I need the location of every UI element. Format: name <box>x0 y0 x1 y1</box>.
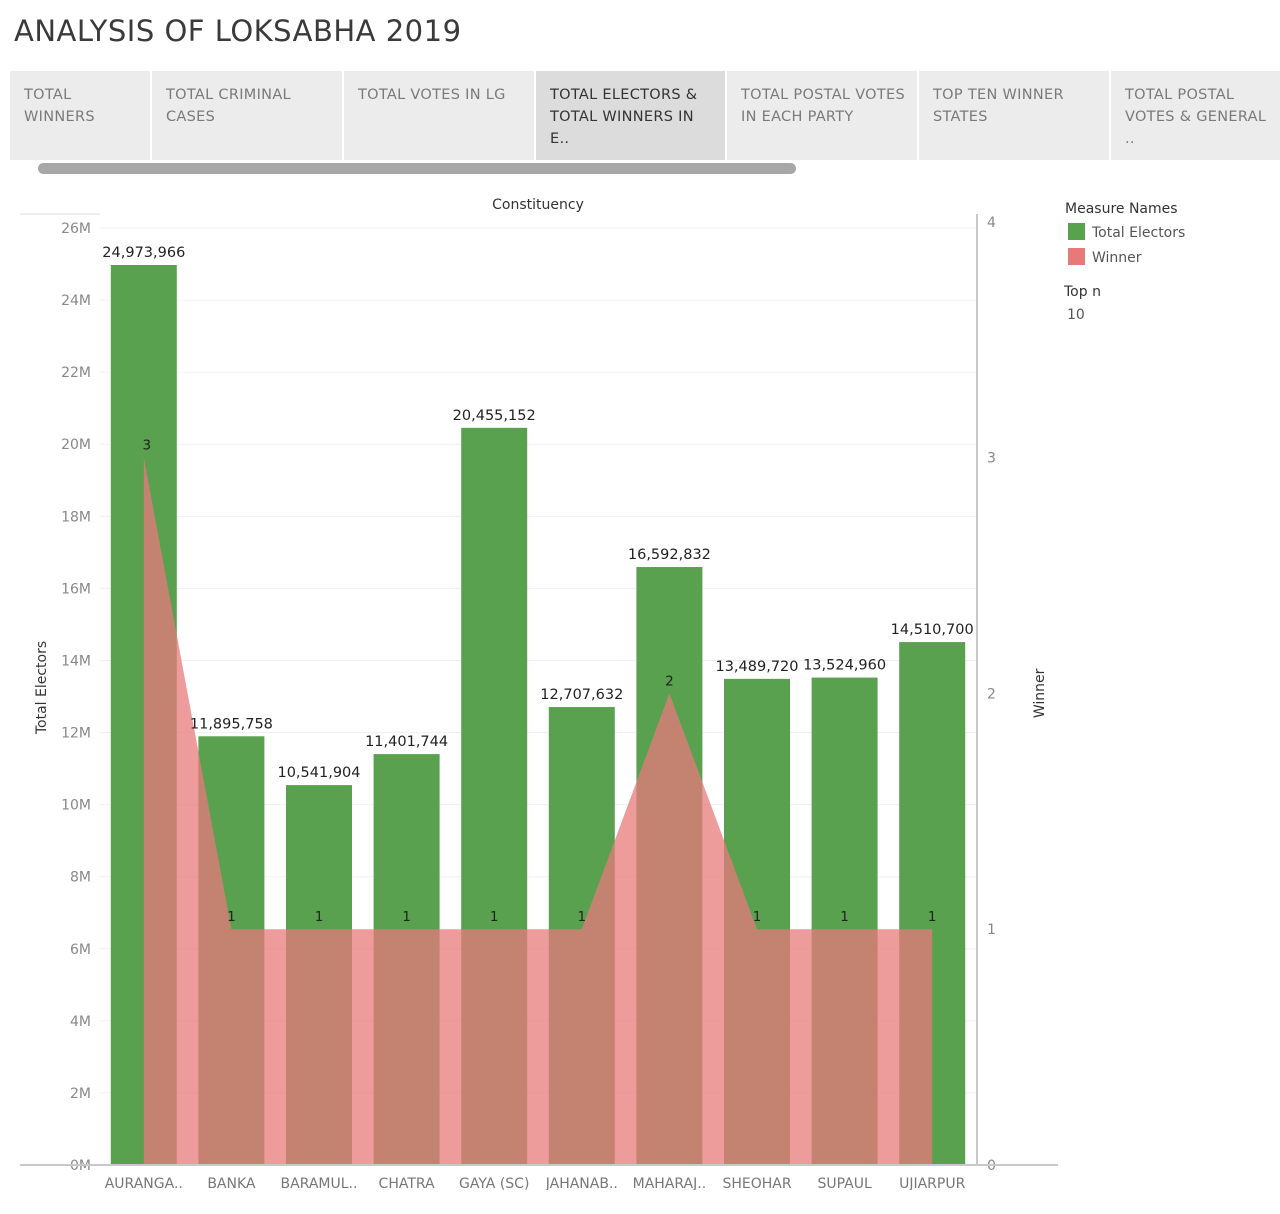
y-tick-label: 8M <box>70 870 91 886</box>
winner-value-label: 2 <box>665 673 674 689</box>
y-tick-label: 24M <box>61 293 91 309</box>
winner-value-label: 1 <box>402 909 411 925</box>
dashboard-tab-bar: TOTAL WINNERS TOTAL CRIMINAL CASES TOTAL… <box>10 71 1280 160</box>
bar-value-label: 12,707,632 <box>540 687 623 703</box>
winner-value-label: 1 <box>578 909 587 925</box>
winner-value-label: 1 <box>753 909 762 925</box>
winner-area <box>143 457 933 1165</box>
y2-tick-label: 4 <box>987 215 996 231</box>
y-tick-label: 16M <box>61 581 91 597</box>
winner-value-label: 3 <box>143 438 152 454</box>
x-category-label: SHEOHAR <box>722 1176 791 1190</box>
legend-swatch <box>1068 248 1085 265</box>
tab-label: TOTAL ELECTORS & TOTAL WINNERS IN E.. <box>550 87 698 147</box>
x-category-label: BANKA <box>207 1176 256 1190</box>
y-tick-label: 20M <box>61 437 91 453</box>
tab-total-postal-general[interactable]: TOTAL POSTAL VOTES & GENERAL .. <box>1111 71 1280 160</box>
winner-value-label: 1 <box>840 909 849 925</box>
y-tick-label: 18M <box>61 509 91 525</box>
tab-top-ten-winner-states[interactable]: TOP TEN WINNER STATES <box>919 71 1109 160</box>
bar-value-label: 11,401,744 <box>365 734 448 750</box>
tab-label: TOTAL POSTAL VOTES IN EACH PARTY <box>741 87 906 125</box>
tab-label: TOP TEN WINNER STATES <box>933 87 1064 125</box>
legend-swatch <box>1068 223 1085 240</box>
bar-value-label: 11,895,758 <box>190 716 273 732</box>
x-category-label: GAYA (SC) <box>459 1176 529 1190</box>
legend-label: Total Electors <box>1092 225 1186 241</box>
y-tick-label: 6M <box>70 942 91 958</box>
x-category-label: BARAMUL.. <box>281 1176 358 1190</box>
tab-label: TOTAL CRIMINAL CASES <box>166 87 291 125</box>
electors-winners-chart: Constituency0M2M4M6M8M10M12M14M16M18M20M… <box>20 197 1058 1190</box>
x-category-label: SUPAUL <box>817 1176 872 1190</box>
bar-value-label: 24,973,966 <box>102 245 185 261</box>
top-n-filter-title: Top n <box>1064 284 1101 300</box>
bar-value-label: 10,541,904 <box>277 765 360 781</box>
y-axis-title: Total Electors <box>34 641 50 735</box>
winner-value-label: 1 <box>227 909 236 925</box>
x-category-label: CHATRA <box>379 1176 436 1190</box>
tab-total-electors-winners[interactable]: TOTAL ELECTORS & TOTAL WINNERS IN E.. <box>536 71 725 160</box>
tab-total-votes-in-lg[interactable]: TOTAL VOTES IN LG <box>344 71 534 160</box>
y-tick-label: 2M <box>70 1086 91 1102</box>
y2-axis-title: Winner <box>1032 668 1048 718</box>
tab-label: TOTAL WINNERS <box>24 87 95 125</box>
x-category-label: MAHARAJ.. <box>633 1176 707 1190</box>
y-tick-label: 22M <box>61 365 91 381</box>
tab-total-criminal-cases[interactable]: TOTAL CRIMINAL CASES <box>152 71 342 160</box>
winner-value-label: 1 <box>928 909 937 925</box>
bar-value-label: 16,592,832 <box>628 547 711 563</box>
tab-label: TOTAL POSTAL VOTES & GENERAL .. <box>1125 87 1267 147</box>
page-title: ANALYSIS OF LOKSABHA 2019 <box>14 14 462 48</box>
bar-value-label: 13,489,720 <box>715 659 798 675</box>
x-category-label: JAHANAB.. <box>545 1176 618 1190</box>
y2-tick-label: 3 <box>987 451 996 467</box>
y2-tick-label: 1 <box>987 922 996 938</box>
y-tick-label: 12M <box>61 726 91 742</box>
y-tick-label: 4M <box>70 1014 91 1030</box>
tab-label: TOTAL VOTES IN LG <box>358 87 506 103</box>
top-n-filter-value[interactable]: 10 <box>1067 307 1085 323</box>
legend-item-winner[interactable]: Winner <box>1068 248 1142 266</box>
y-tick-label: 14M <box>61 653 91 669</box>
winner-value-label: 1 <box>315 909 324 925</box>
legend-label: Winner <box>1092 250 1142 266</box>
legend-item-total-electors[interactable]: Total Electors <box>1068 223 1185 241</box>
y-tick-label: 10M <box>61 798 91 814</box>
x-category-label: UJIARPUR <box>899 1176 965 1190</box>
legend-title: Measure Names <box>1065 201 1178 217</box>
bar-value-label: 13,524,960 <box>803 658 886 674</box>
tab-total-winners[interactable]: TOTAL WINNERS <box>10 71 150 160</box>
tab-scrollbar[interactable] <box>38 163 796 174</box>
bar-value-label: 14,510,700 <box>891 622 974 638</box>
x-category-label: AURANGA.. <box>105 1176 183 1190</box>
y-tick-label: 26M <box>61 221 91 237</box>
chart-header: Constituency <box>492 197 584 213</box>
y2-tick-label: 2 <box>987 686 996 702</box>
winner-value-label: 1 <box>490 909 499 925</box>
tab-total-postal-votes-party[interactable]: TOTAL POSTAL VOTES IN EACH PARTY <box>727 71 917 160</box>
bar-value-label: 20,455,152 <box>453 408 536 424</box>
